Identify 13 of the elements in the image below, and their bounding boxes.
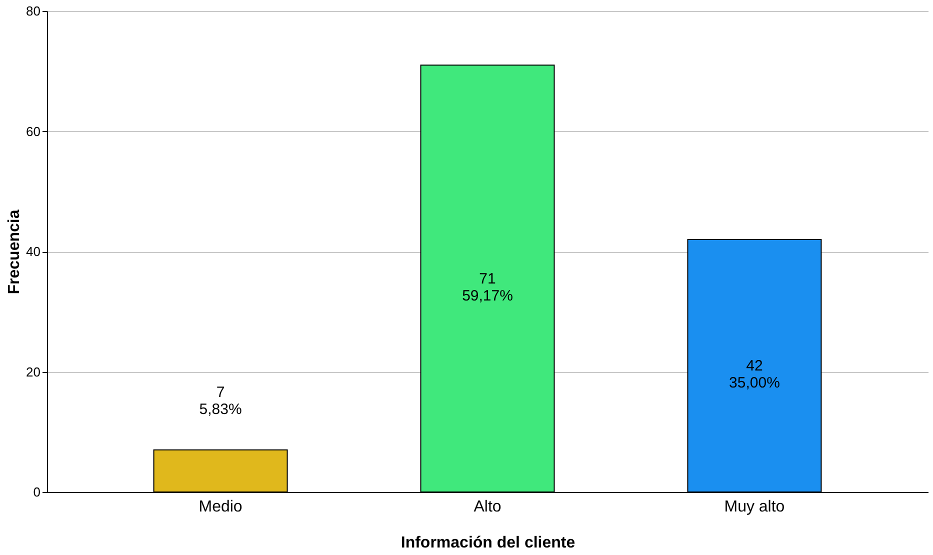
y-tick-label: 60 bbox=[26, 124, 40, 139]
x-tick-label: Muy alto bbox=[724, 498, 785, 516]
y-tick-label: 80 bbox=[26, 4, 40, 18]
data-label: 7 5,83% bbox=[199, 384, 242, 418]
x-tick-label: Alto bbox=[474, 498, 502, 516]
data-label: 42 35,00% bbox=[729, 358, 780, 392]
y-axis-title: Frecuencia bbox=[6, 210, 24, 294]
y-tick-label: 20 bbox=[26, 364, 40, 380]
y-tick-label: 40 bbox=[26, 244, 40, 259]
x-axis-title: Información del cliente bbox=[400, 534, 576, 552]
data-label: 71 59,17% bbox=[462, 270, 513, 305]
x-tick-label: Medio bbox=[198, 498, 242, 516]
y-tick-label: 0 bbox=[33, 484, 40, 500]
